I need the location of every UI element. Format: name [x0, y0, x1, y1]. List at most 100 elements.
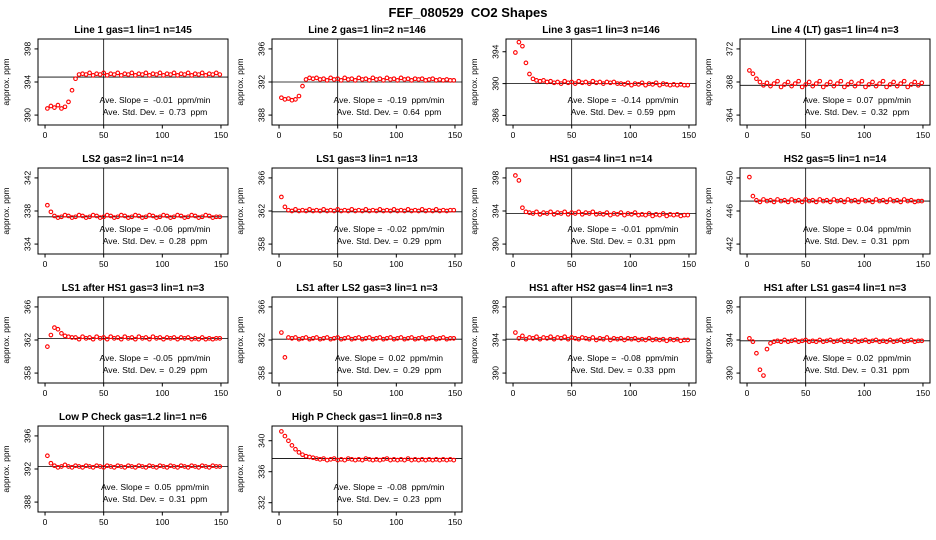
- plot-box: [505, 38, 697, 126]
- stddev-annotation: Ave. Std. Dev. = 0.28 ppm: [103, 236, 208, 246]
- subplot-1: Line 1 gas=1 lin=1 n=145 0 50 100 150 390 394 3…: [1, 25, 229, 140]
- x-tick-label: 50: [333, 259, 343, 269]
- x-tick-label: 0: [745, 388, 750, 398]
- subplot-title: HS2 gas=5 lin=1 n=14: [784, 154, 887, 165]
- y-axis-label: approx. ppm: [469, 58, 479, 105]
- stddev-annotation: Ave. Std. Dev. = 0.33 ppm: [571, 365, 676, 375]
- y-axis-label: approx. ppm: [703, 316, 713, 363]
- x-tick-label: 150: [448, 130, 462, 140]
- subplot-title: LS1 gas=3 lin=1 n=13: [316, 154, 418, 165]
- y-tick-label: 332: [257, 495, 267, 509]
- x-tick-label: 0: [745, 259, 750, 269]
- stddev-annotation: Ave. Std. Dev. = 0.31 ppm: [103, 494, 208, 504]
- y-axis-label: approx. ppm: [235, 58, 245, 105]
- x-tick-label: 150: [916, 130, 930, 140]
- plot-box: [271, 425, 463, 513]
- slope-annotation: Ave. Slope = -0.01 ppm/min: [100, 95, 211, 105]
- x-tick-label: 150: [682, 388, 696, 398]
- subplot-9: LS1 after HS1 gas=3 lin=1 n=3 0 50 100 150 35…: [1, 283, 229, 398]
- x-tick-label: 150: [916, 388, 930, 398]
- x-tick-label: 0: [277, 130, 282, 140]
- y-tick-label: 394: [491, 44, 501, 58]
- y-tick-label: 358: [257, 237, 267, 251]
- y-axis-label: approx. ppm: [469, 187, 479, 234]
- x-tick-label: 50: [99, 388, 109, 398]
- x-tick-label: 0: [43, 130, 48, 140]
- x-tick-label: 150: [682, 259, 696, 269]
- x-tick-label: 100: [389, 517, 403, 527]
- x-tick-label: 100: [623, 130, 637, 140]
- y-tick-label: 390: [725, 366, 735, 380]
- stddev-annotation: Ave. Std. Dev. = 0.29 ppm: [103, 365, 208, 375]
- y-axis-label: approx. ppm: [1, 58, 11, 105]
- y-axis-label: approx. ppm: [1, 445, 11, 492]
- x-tick-label: 100: [155, 259, 169, 269]
- slope-annotation: Ave. Slope = -0.14 ppm/min: [568, 95, 679, 105]
- x-tick-label: 0: [511, 130, 516, 140]
- x-tick-label: 50: [333, 388, 343, 398]
- y-tick-label: 390: [23, 108, 33, 122]
- data-points: [513, 173, 691, 219]
- x-tick-label: 150: [448, 517, 462, 527]
- stddev-annotation: Ave. Std. Dev. = 0.31 ppm: [805, 365, 910, 375]
- subplot-grid: Line 1 gas=1 lin=1 n=145 0 50 100 150 390 394 3…: [0, 22, 936, 538]
- subplot-title: LS2 gas=2 lin=1 n=14: [82, 154, 184, 165]
- slope-annotation: Ave. Slope = -0.02 ppm/min: [334, 224, 445, 234]
- y-axis-label: approx. ppm: [235, 445, 245, 492]
- x-tick-label: 0: [43, 517, 48, 527]
- stddev-annotation: Ave. Std. Dev. = 0.32 ppm: [805, 107, 910, 117]
- slope-annotation: Ave. Slope = 0.02 ppm/min: [803, 353, 911, 363]
- data-points: [279, 330, 457, 360]
- stddev-annotation: Ave. Std. Dev. = 0.64 ppm: [337, 107, 442, 117]
- y-axis-label: approx. ppm: [1, 187, 11, 234]
- y-tick-label: 388: [23, 495, 33, 509]
- x-tick-label: 0: [277, 517, 282, 527]
- data-points: [45, 325, 223, 349]
- y-tick-label: 394: [491, 204, 501, 218]
- x-tick-label: 100: [857, 259, 871, 269]
- subplot-11: HS1 after HS2 gas=4 lin=1 n=3 0 50 100 150 39…: [469, 283, 697, 398]
- y-tick-label: 396: [23, 429, 33, 443]
- slope-annotation: Ave. Slope = -0.06 ppm/min: [100, 224, 211, 234]
- subplot-8: HS2 gas=5 lin=1 n=14 0 50 100 150 442 446 450 ap…: [703, 154, 931, 269]
- data-points: [747, 335, 925, 378]
- stddev-annotation: Ave. Std. Dev. = 0.31 ppm: [571, 236, 676, 246]
- subplot-5: LS2 gas=2 lin=1 n=14 0 50 100 150 334 338 342 ap…: [1, 154, 229, 269]
- y-tick-label: 342: [23, 171, 33, 185]
- x-tick-label: 0: [43, 388, 48, 398]
- x-tick-label: 150: [448, 259, 462, 269]
- y-tick-label: 338: [23, 204, 33, 218]
- x-tick-label: 100: [623, 388, 637, 398]
- subplot-title: LS1 after HS1 gas=3 lin=1 n=3: [62, 283, 205, 294]
- y-tick-label: 394: [491, 333, 501, 347]
- y-tick-label: 388: [257, 108, 267, 122]
- y-tick-label: 398: [491, 171, 501, 185]
- subplot-title: HS1 after HS2 gas=4 lin=1 n=3: [529, 283, 673, 294]
- x-tick-label: 150: [916, 259, 930, 269]
- y-tick-label: 368: [725, 75, 735, 89]
- y-tick-label: 442: [725, 237, 735, 251]
- y-tick-label: 392: [257, 75, 267, 89]
- stddev-annotation: Ave. Std. Dev. = 0.29 ppm: [337, 365, 442, 375]
- y-tick-label: 362: [257, 333, 267, 347]
- data-points: [279, 75, 457, 103]
- y-tick-label: 386: [491, 108, 501, 122]
- x-tick-label: 0: [277, 388, 282, 398]
- slope-annotation: Ave. Slope = 0.07 ppm/min: [803, 95, 911, 105]
- y-tick-label: 398: [23, 42, 33, 56]
- x-tick-label: 50: [801, 259, 811, 269]
- subplot-title: Low P Check gas=1.2 lin=1 n=6: [59, 412, 207, 423]
- x-tick-label: 50: [333, 130, 343, 140]
- subplot-7: HS1 gas=4 lin=1 n=14 0 50 100 150 390 394 398 ap…: [469, 154, 697, 269]
- x-tick-label: 0: [745, 130, 750, 140]
- data-points: [45, 202, 223, 220]
- subplot-title: HS1 gas=4 lin=1 n=14: [550, 154, 653, 165]
- x-tick-label: 50: [567, 388, 577, 398]
- x-tick-label: 50: [99, 517, 109, 527]
- y-tick-label: 450: [725, 171, 735, 185]
- y-tick-label: 396: [257, 42, 267, 56]
- x-tick-label: 100: [389, 388, 403, 398]
- x-tick-label: 0: [43, 259, 48, 269]
- y-tick-label: 398: [725, 300, 735, 314]
- y-tick-label: 358: [257, 366, 267, 380]
